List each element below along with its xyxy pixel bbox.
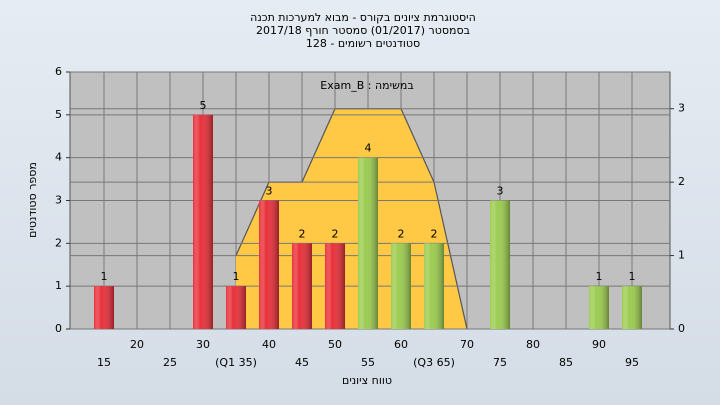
bar-shade: [325, 243, 345, 329]
y-tick-label: 3: [55, 194, 62, 207]
y-tick-label: 4: [55, 151, 62, 164]
y-axis-label: מספר סטודנטים: [26, 162, 39, 238]
title-line: היסטוגרמת ציונים בקורס - מבוא למערכות תכ…: [250, 11, 476, 24]
bar-shade: [193, 114, 213, 329]
value-label: 3: [266, 185, 273, 198]
y-tick-label: 0: [55, 322, 62, 335]
value-label: 1: [629, 270, 636, 283]
x-tick-label: 20: [130, 338, 144, 351]
value-label: 4: [365, 142, 372, 155]
x-tick-label: 70: [460, 338, 474, 351]
y-tick-label: 2: [55, 236, 62, 249]
value-label: 5: [200, 99, 207, 112]
bar-shade: [94, 286, 114, 329]
value-label: 1: [596, 270, 603, 283]
value-label: 3: [497, 185, 504, 198]
y2-tick-label: 2: [678, 175, 685, 188]
y2-tick-label: 1: [678, 249, 685, 262]
x-tick-label: 55: [361, 356, 375, 369]
bar-shade: [358, 157, 378, 329]
value-label: 1: [101, 270, 108, 283]
y-tick-label: 6: [55, 65, 62, 78]
x-tick-label: 75: [493, 356, 507, 369]
x-tick-label: (Q1 35): [215, 356, 257, 369]
value-label: 2: [431, 227, 438, 240]
x-tick-label: 95: [625, 356, 639, 369]
bar-shade: [490, 200, 510, 329]
bar-shade: [226, 286, 246, 329]
x-tick-label: 45: [295, 356, 309, 369]
title-line: בסמסטר (01/2017) סמסטר חורף 2017/18: [256, 24, 470, 37]
x-axis-label: טווח ציונים: [342, 374, 392, 387]
x-tick-label: 85: [559, 356, 573, 369]
bar-shade: [292, 243, 312, 329]
x-tick-label: 40: [262, 338, 276, 351]
x-tick-label: 25: [163, 356, 177, 369]
title-line: סטודנטים רשומים - 128: [306, 37, 420, 50]
x-tick-label: 80: [526, 338, 540, 351]
annotation: במשימה : Exam_B: [320, 79, 413, 92]
y2-tick-label: 0: [678, 322, 685, 335]
bar-shade: [424, 243, 444, 329]
y2-tick-label: 3: [678, 102, 685, 115]
bar-shade: [259, 200, 279, 329]
x-tick-label: 90: [592, 338, 606, 351]
x-tick-label: 50: [328, 338, 342, 351]
x-tick-label: 60: [394, 338, 408, 351]
value-label: 1: [233, 270, 240, 283]
y-tick-label: 1: [55, 279, 62, 292]
y-tick-label: 5: [55, 108, 62, 121]
x-tick-label: 15: [97, 356, 111, 369]
value-label: 2: [299, 227, 306, 240]
value-label: 2: [332, 227, 339, 240]
bar-shade: [622, 286, 642, 329]
bar-shade: [589, 286, 609, 329]
x-tick-label: 30: [196, 338, 210, 351]
bar-shade: [391, 243, 411, 329]
x-tick-label: (Q3 65): [413, 356, 455, 369]
value-label: 2: [398, 227, 405, 240]
